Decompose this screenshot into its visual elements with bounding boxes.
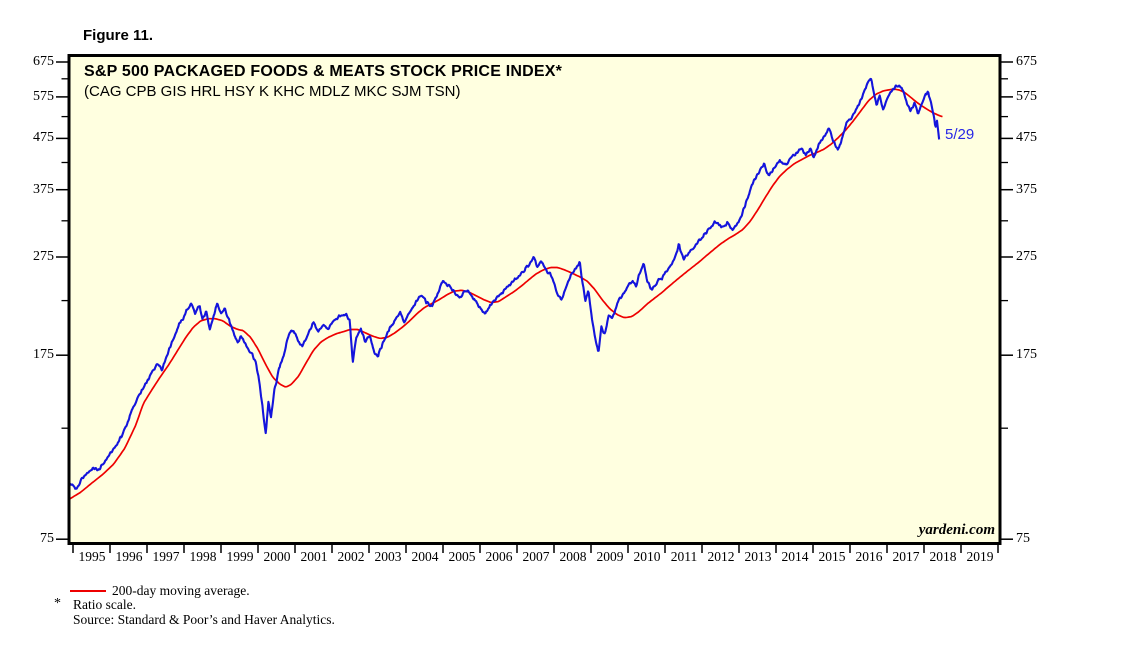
figure-number-label: Figure 11. xyxy=(83,27,154,44)
legend-ma-line-swatch xyxy=(70,590,106,592)
moving-average-line xyxy=(70,88,943,500)
footnote-ratio-scale: Ratio scale. xyxy=(73,597,136,612)
x-axis-year-label: 2014 xyxy=(781,549,809,564)
x-axis-year-label: 2009 xyxy=(596,549,624,564)
x-axis-year-label: 2001 xyxy=(300,549,328,564)
legend-ma-label: 200-day moving average. xyxy=(112,583,250,598)
yardeni-watermark: yardeni.com xyxy=(918,522,995,538)
x-axis-year-label: 2018 xyxy=(929,549,957,564)
last-date-annotation: 5/29 xyxy=(945,126,975,143)
y-axis-label-left: 575 xyxy=(33,89,54,104)
x-axis-year-label: 2007 xyxy=(522,549,550,564)
plot-border xyxy=(67,54,1002,545)
y-axis-label-left: 275 xyxy=(33,249,54,264)
y-axis-label-right: 575 xyxy=(1016,89,1037,104)
x-axis-year-label: 2017 xyxy=(892,549,920,564)
x-axis-year-label: 2016 xyxy=(855,549,883,564)
y-axis-label-left: 675 xyxy=(33,54,54,69)
price-line xyxy=(70,77,941,490)
chart-title: S&P 500 PACKAGED FOODS & MEATS STOCK PRI… xyxy=(84,63,563,80)
x-axis-year-label: 2003 xyxy=(374,549,402,564)
x-axis-year-label: 2013 xyxy=(744,549,772,564)
x-axis-year-label: 2006 xyxy=(485,549,513,564)
plot-background xyxy=(69,55,1000,544)
x-axis-year-label: 2000 xyxy=(263,549,291,564)
x-axis-year-label: 1998 xyxy=(189,549,217,564)
footnote-source: Source: Standard & Poor’s and Haver Anal… xyxy=(73,612,335,627)
chart-subtitle-tickers: (CAG CPB GIS HRL HSY K KHC MDLZ MKC SJM … xyxy=(84,83,461,100)
y-axis-label-right: 675 xyxy=(1016,54,1037,69)
x-axis-year-label: 1999 xyxy=(226,549,254,564)
x-axis-year-label: 2010 xyxy=(633,549,661,564)
x-axis-year-label: 2008 xyxy=(559,549,587,564)
y-axis-label-right: 375 xyxy=(1016,182,1037,197)
y-axis-label-right: 275 xyxy=(1016,249,1037,264)
x-axis-year-label: 2004 xyxy=(411,549,439,564)
footnote-asterisk: * xyxy=(54,596,61,611)
y-axis-label-right: 75 xyxy=(1016,531,1030,546)
x-axis-year-label: 2012 xyxy=(707,549,735,564)
y-axis-label-left: 475 xyxy=(33,130,54,145)
x-axis-year-label: 2015 xyxy=(818,549,846,564)
x-axis-year-label: 2005 xyxy=(448,549,476,564)
y-axis-label-left: 175 xyxy=(33,347,54,362)
x-axis-year-label: 2002 xyxy=(337,549,365,564)
x-axis-year-label: 1996 xyxy=(115,549,143,564)
x-axis-year-label: 2019 xyxy=(966,549,994,564)
x-axis-year-label: 2011 xyxy=(670,549,698,564)
x-axis-year-label: 1997 xyxy=(152,549,180,564)
y-axis-label-left: 375 xyxy=(33,182,54,197)
x-axis-year-label: 1995 xyxy=(78,549,106,564)
y-axis-label-right: 475 xyxy=(1016,130,1037,145)
y-axis-label-right: 175 xyxy=(1016,347,1037,362)
y-axis-label-left: 75 xyxy=(40,531,54,546)
